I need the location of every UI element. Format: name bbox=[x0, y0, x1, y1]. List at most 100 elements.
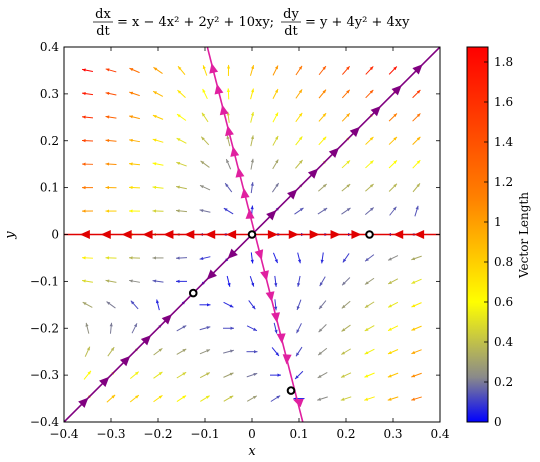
field-arrow bbox=[129, 115, 140, 120]
trajectory-arrow bbox=[309, 230, 320, 239]
trajectory-arrow bbox=[99, 376, 110, 388]
field-arrow bbox=[176, 348, 187, 355]
field-arrow bbox=[295, 112, 303, 123]
field-arrow bbox=[274, 299, 278, 311]
field-arrow bbox=[105, 185, 117, 190]
equilibrium-point bbox=[188, 288, 198, 298]
colorbar-tick-label: 1.4 bbox=[494, 135, 513, 149]
field-arrow bbox=[295, 136, 303, 146]
trajectory-arrow bbox=[142, 230, 153, 239]
field-arrow bbox=[365, 183, 374, 192]
trajectory-lines bbox=[64, 47, 440, 422]
field-arrow bbox=[317, 347, 328, 356]
field-arrow bbox=[223, 372, 234, 378]
field-arrow bbox=[200, 136, 210, 146]
field-arrow bbox=[412, 183, 421, 193]
field-arrow bbox=[387, 372, 399, 378]
field-arrow bbox=[341, 183, 351, 192]
y-tick-label: 0.2 bbox=[40, 134, 59, 148]
field-arrow bbox=[317, 371, 328, 379]
colorbar-tick-label: 1.8 bbox=[494, 55, 513, 69]
field-arrow bbox=[365, 160, 374, 169]
field-arrow bbox=[296, 299, 302, 311]
trajectory-arrow bbox=[276, 333, 286, 344]
y-tick-label: 0.4 bbox=[40, 40, 59, 54]
field-arrow bbox=[250, 182, 254, 194]
trajectory-arrow bbox=[230, 146, 240, 157]
trajectory-arrow bbox=[330, 230, 341, 239]
field-arrow bbox=[318, 89, 327, 99]
field-arrow bbox=[130, 300, 139, 310]
trajectory-arrow bbox=[219, 104, 229, 116]
colorbar-tick-label: 1 bbox=[494, 215, 502, 229]
trajectory-arrow bbox=[119, 355, 131, 367]
field-arrow bbox=[81, 162, 94, 166]
title-dy-rhs: = y + 4y² + 4xy bbox=[305, 15, 410, 30]
field-arrow bbox=[387, 301, 399, 308]
trajectory-arrow bbox=[225, 125, 234, 137]
field-arrow bbox=[250, 88, 255, 100]
field-arrow bbox=[294, 370, 304, 380]
trajectory-arrow bbox=[245, 208, 255, 219]
field-arrow bbox=[342, 253, 350, 263]
x-axis-label: x bbox=[248, 444, 256, 459]
y-tick-label: −0.3 bbox=[30, 368, 59, 382]
field-arrow bbox=[270, 395, 281, 402]
field-arrow bbox=[223, 207, 234, 215]
field-arrow bbox=[364, 301, 375, 309]
equilibrium-point bbox=[365, 230, 374, 239]
field-arrow bbox=[411, 255, 422, 261]
field-arrow bbox=[274, 275, 278, 287]
trajectory-arrow bbox=[282, 354, 292, 365]
trajectory-arrow bbox=[100, 230, 111, 239]
field-arrow bbox=[388, 136, 398, 145]
field-arrow bbox=[153, 371, 163, 379]
trajectory-steep bbox=[206, 47, 304, 422]
field-arrow bbox=[295, 89, 303, 99]
field-arrow bbox=[129, 371, 140, 380]
field-arrow bbox=[272, 135, 279, 146]
x-tick-label: 0.3 bbox=[383, 427, 402, 441]
field-arrow bbox=[81, 115, 94, 119]
field-arrow bbox=[201, 112, 209, 123]
x-tick-label: 0.2 bbox=[336, 427, 355, 441]
field-arrow bbox=[200, 395, 210, 402]
field-arrow bbox=[105, 279, 117, 283]
field-arrow bbox=[341, 160, 351, 169]
field-arrow bbox=[296, 323, 302, 334]
title-dx-num: dx bbox=[95, 7, 111, 22]
field-arrow bbox=[318, 183, 327, 192]
trajectory-arrow bbox=[205, 230, 216, 239]
field-arrow bbox=[297, 252, 302, 264]
field-arrow bbox=[411, 372, 422, 378]
field-arrow bbox=[272, 65, 279, 76]
colorbar-tick-label: 0.8 bbox=[494, 255, 513, 269]
field-arrow bbox=[412, 113, 421, 122]
field-arrow bbox=[85, 322, 90, 334]
field-arrow bbox=[223, 395, 234, 402]
field-arrow bbox=[317, 396, 328, 401]
field-arrow bbox=[152, 256, 164, 260]
x-tick-label: 0.4 bbox=[430, 427, 449, 441]
field-arrow bbox=[341, 207, 351, 215]
trajectory-arrow bbox=[163, 230, 174, 239]
field-arrow bbox=[128, 256, 141, 260]
field-arrow bbox=[341, 324, 351, 332]
field-arrow bbox=[129, 67, 140, 74]
field-arrow bbox=[364, 325, 375, 332]
field-arrow bbox=[128, 138, 141, 143]
field-arrow bbox=[341, 300, 351, 309]
trajectory-arrow bbox=[267, 230, 278, 239]
field-arrow bbox=[272, 112, 279, 123]
field-arrow bbox=[155, 299, 160, 311]
field-arrow bbox=[84, 346, 91, 357]
field-arrow bbox=[199, 326, 211, 331]
field-arrow bbox=[388, 183, 398, 192]
field-arrow bbox=[387, 255, 399, 261]
field-arrow bbox=[318, 300, 327, 310]
equilibrium-point bbox=[286, 386, 296, 395]
field-arrow bbox=[199, 303, 211, 307]
field-arrow bbox=[271, 347, 280, 357]
colorbar-ticks: 0 0.2 0.4 0.6 0.8 1 1.2 1.4 1.6 1.8 bbox=[484, 55, 513, 429]
